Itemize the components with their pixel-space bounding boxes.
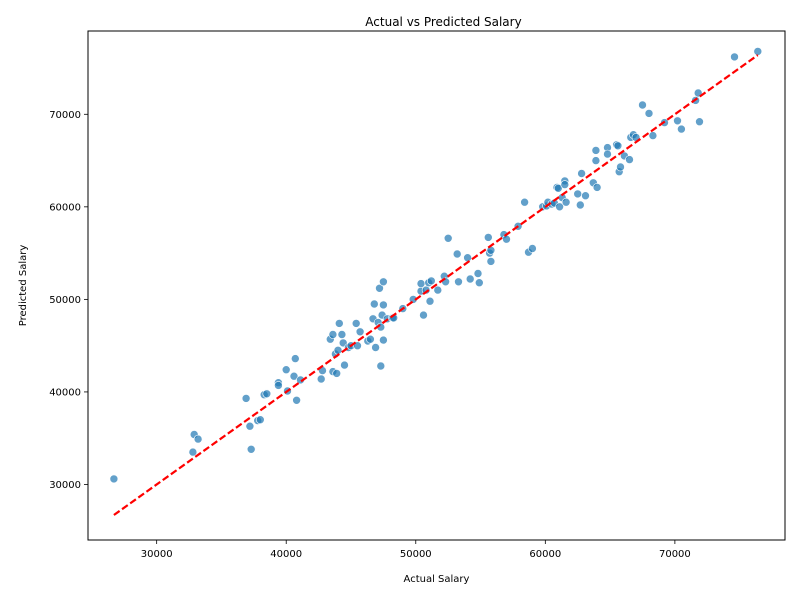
data-point — [274, 381, 283, 390]
data-point — [245, 421, 255, 431]
data-point — [591, 156, 601, 165]
data-point — [262, 389, 272, 399]
data-point — [292, 395, 301, 405]
data-point — [730, 52, 739, 62]
data-point — [332, 369, 342, 378]
data-point — [673, 116, 682, 126]
x-tick-label: 50000 — [400, 549, 432, 560]
y-axis: 30000 40000 50000 60000 70000 — [49, 110, 88, 491]
data-point — [334, 319, 344, 328]
reference-line — [113, 54, 759, 516]
data-point — [379, 277, 388, 287]
x-tick-label: 40000 — [270, 549, 302, 560]
data-point — [337, 330, 347, 339]
x-axis-label: Actual Salary — [404, 574, 470, 585]
data-point — [555, 202, 564, 212]
data-point — [502, 234, 511, 244]
data-point — [328, 330, 338, 339]
data-point — [255, 415, 265, 425]
data-point — [290, 354, 300, 363]
data-point — [613, 141, 623, 151]
y-tick-label: 50000 — [49, 295, 81, 306]
y-tick-label: 70000 — [49, 110, 81, 121]
data-point — [452, 249, 462, 259]
x-tick-label: 60000 — [529, 549, 561, 560]
data-point — [366, 334, 375, 344]
data-point — [333, 345, 343, 355]
data-point — [528, 244, 537, 253]
data-point — [376, 361, 386, 371]
data-point — [109, 474, 119, 484]
data-point — [486, 246, 496, 255]
data-point — [616, 162, 625, 172]
y-tick-label: 40000 — [49, 387, 81, 398]
data-point — [463, 253, 472, 263]
data-point — [644, 109, 654, 118]
data-point — [520, 197, 529, 207]
y-axis-label: Predicted Salary — [18, 245, 29, 327]
data-point — [369, 299, 379, 309]
chart-title: Actual vs Predicted Salary — [365, 15, 521, 29]
data-point — [316, 374, 326, 384]
data-point — [575, 200, 585, 210]
data-point — [379, 300, 388, 310]
data-point — [592, 183, 602, 192]
data-point — [188, 447, 198, 457]
data-point — [193, 434, 203, 444]
data-point — [426, 276, 436, 286]
data-point — [340, 360, 349, 370]
data-point — [573, 189, 583, 199]
data-point — [375, 283, 384, 293]
data-point — [454, 277, 463, 287]
data-point — [677, 124, 686, 134]
data-point — [241, 394, 251, 403]
data-point — [433, 285, 443, 295]
x-tick-label: 30000 — [141, 549, 173, 560]
y-tick-label: 30000 — [49, 480, 81, 491]
data-point — [351, 319, 361, 328]
points-layer — [109, 47, 763, 484]
data-point — [465, 274, 475, 284]
data-point — [625, 155, 634, 164]
data-point — [289, 371, 299, 381]
x-axis: 30000 40000 50000 60000 70000 — [141, 540, 691, 560]
data-point — [577, 169, 586, 178]
data-point — [581, 191, 590, 200]
data-point — [474, 278, 484, 288]
data-point — [561, 197, 571, 207]
data-point — [695, 117, 704, 126]
data-point — [419, 310, 428, 320]
data-point — [425, 296, 435, 306]
data-point — [443, 234, 453, 243]
data-point — [638, 100, 647, 110]
data-point — [603, 149, 612, 159]
data-point — [281, 365, 291, 375]
data-point — [379, 335, 388, 345]
data-point — [560, 180, 570, 189]
data-point — [483, 233, 493, 242]
data-point — [473, 269, 483, 278]
plot-frame — [87, 30, 786, 541]
data-point — [371, 343, 380, 352]
data-point — [591, 146, 601, 155]
data-point — [553, 184, 563, 193]
data-point — [753, 47, 763, 56]
x-tick-label: 70000 — [659, 549, 691, 560]
data-point — [648, 131, 658, 140]
data-point — [416, 279, 426, 288]
data-point — [355, 327, 365, 337]
data-point — [486, 257, 496, 266]
y-tick-label: 60000 — [49, 202, 81, 213]
data-point — [246, 444, 256, 454]
